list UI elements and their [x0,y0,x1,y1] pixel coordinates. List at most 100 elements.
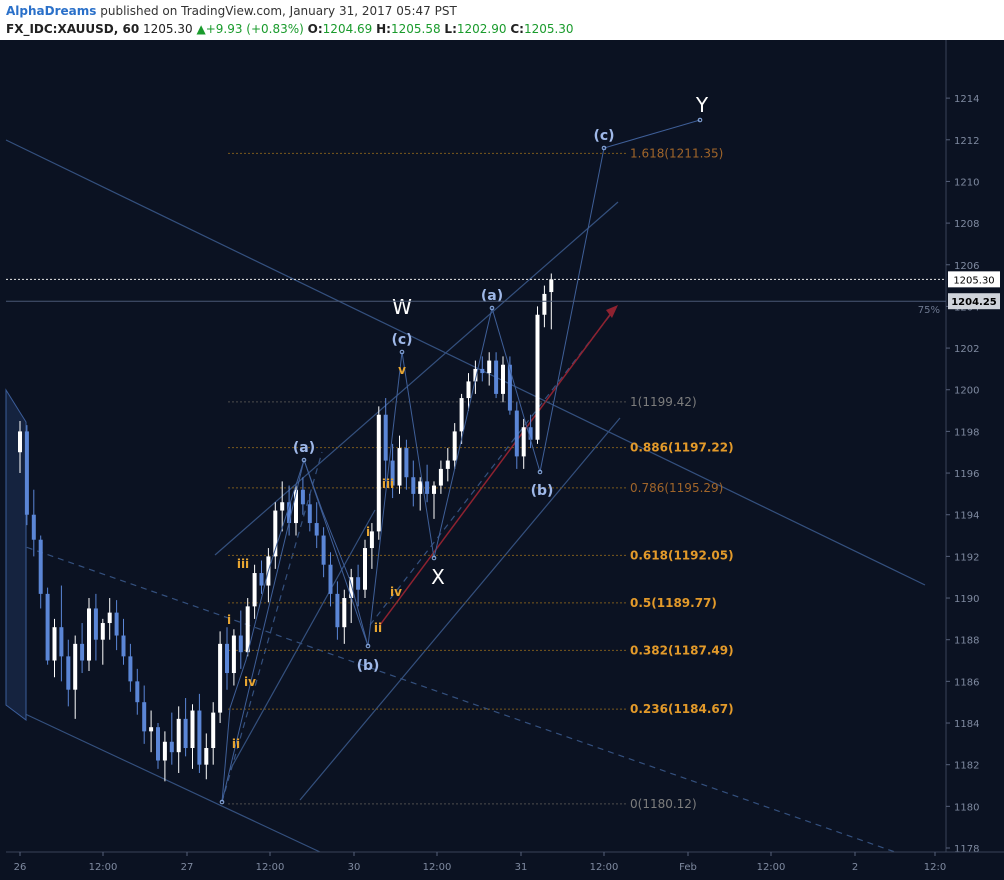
candle-body [438,468,443,486]
author-link[interactable]: AlphaDreams [6,4,97,18]
close-label: C: [510,22,524,36]
price-tick-label: 1182 [954,761,979,772]
wave-label: iii [382,477,394,491]
fib-level-label: 0.382(1187.49) [630,643,734,657]
fibonacci-layer[interactable]: 0(1180.12) 0.236(1184.67) 0.382(1187.49) 0.… [228,146,734,811]
symbol-name: FX_IDC:XAUUSD, 60 [6,22,140,36]
price-chart[interactable]: 0(1180.12) 0.236(1184.67) 0.382(1187.49) 0.… [0,40,1004,880]
candle-body [156,727,160,761]
candle-body [376,414,381,532]
time-axis[interactable]: 26 12:00 27 12:00 30 12:00 31 12:00 Feb 12:00 2 12:… [6,851,1004,873]
wave-label: ii [374,621,382,635]
candles-layer [18,273,554,782]
candle-body [107,612,112,624]
candle-body [528,427,533,440]
candle-body [238,635,243,653]
price-tick-label: 1198 [954,427,979,438]
fib-level-label: 0.886(1197.22) [630,441,734,455]
candle-body [114,612,119,636]
fib-level-label: 0.618(1192.05) [630,548,734,562]
wave-pivot-icon [399,349,405,355]
trend-line[interactable] [5,139,926,586]
candle-body [121,635,126,657]
arrow-head-icon [606,305,618,318]
candle-body [445,460,450,469]
candle-body [300,489,305,505]
candle-body [149,727,154,732]
candle-body [356,577,361,590]
price-tick-label: 1208 [954,219,979,230]
candle-body [397,448,402,486]
candle-body [542,293,547,315]
trendline-layer[interactable] [5,139,926,853]
close-price-tag [948,293,1000,310]
candle-body [459,398,464,432]
wave-pivot-icon [537,469,543,475]
candle-body [66,656,71,690]
trend-line[interactable] [5,704,321,853]
fib-level-label: 1.618(1211.35) [630,146,723,160]
time-tick-label: 30 [348,862,361,873]
wave-label: iii [237,557,249,571]
wave-label: ii [232,737,240,751]
time-tick-label: 12:00 [590,862,619,873]
candle-body [280,502,285,511]
wave-pivot-icon [601,145,607,151]
close-value: 1205.30 [523,22,574,36]
candle-body [128,656,133,682]
candle-body [93,608,98,640]
candle-body [342,598,347,628]
symbol-line: FX_IDC:XAUUSD, 60 1205.30 ▲+9.93 (+0.83%… [6,22,574,36]
price-tick-label: 1210 [954,177,979,188]
trend-line[interactable] [299,417,621,801]
candle-body [494,360,499,394]
wave-path[interactable] [433,119,701,559]
candle-body [204,748,209,765]
wave-pivot-icon [365,643,371,649]
candle-body [225,643,229,674]
price-tick-label: 1178 [954,844,979,855]
candle-body [514,410,519,457]
trend-line[interactable] [369,304,619,626]
candle-body [328,564,333,594]
up-arrow-icon: ▲ [196,22,206,36]
wave-label: iv [244,675,256,689]
candle-body [18,431,22,453]
wave-label: (a) [293,440,315,456]
projection-arrow[interactable] [379,311,613,626]
candle-body [176,718,181,753]
last-price-tag [948,271,1000,288]
candle-body [466,381,471,399]
candle-body [411,477,416,494]
wave-label: (b) [357,658,380,674]
candle-body [52,627,57,661]
price-axis[interactable]: 1178 1180 1182 1184 1186 1188 1190 1192 1194 1196… [6,40,1000,855]
candle-body [432,485,436,494]
high-label: H: [376,22,391,36]
time-tick-label: 2 [852,862,858,873]
price-tick-label: 1188 [954,636,979,647]
channel-shade [5,388,27,721]
price-tick-label: 1190 [954,594,979,605]
chart-header: AlphaDreams published on TradingView.com… [0,0,1004,40]
trend-line[interactable] [5,539,896,853]
candle-body [287,502,292,524]
price-change: +9.93 (+0.83%) [205,22,304,36]
candle-body [197,710,202,765]
candle-body [183,718,188,749]
trend-line[interactable] [221,451,323,803]
wave-path-layer[interactable] [219,117,703,805]
last-price: 1205.30 [143,22,193,36]
candle-body [487,360,492,374]
wave-label: (c) [593,128,614,144]
wave-path[interactable] [221,458,369,803]
candle-body [473,368,478,382]
time-tick-label: 26 [14,862,27,873]
trend-line[interactable] [229,509,376,771]
candle-body [245,606,250,653]
wave-label: i [227,613,231,627]
candle-body [211,712,216,749]
candle-body [162,741,167,761]
candle-body [349,577,354,599]
candle-body [169,741,174,753]
